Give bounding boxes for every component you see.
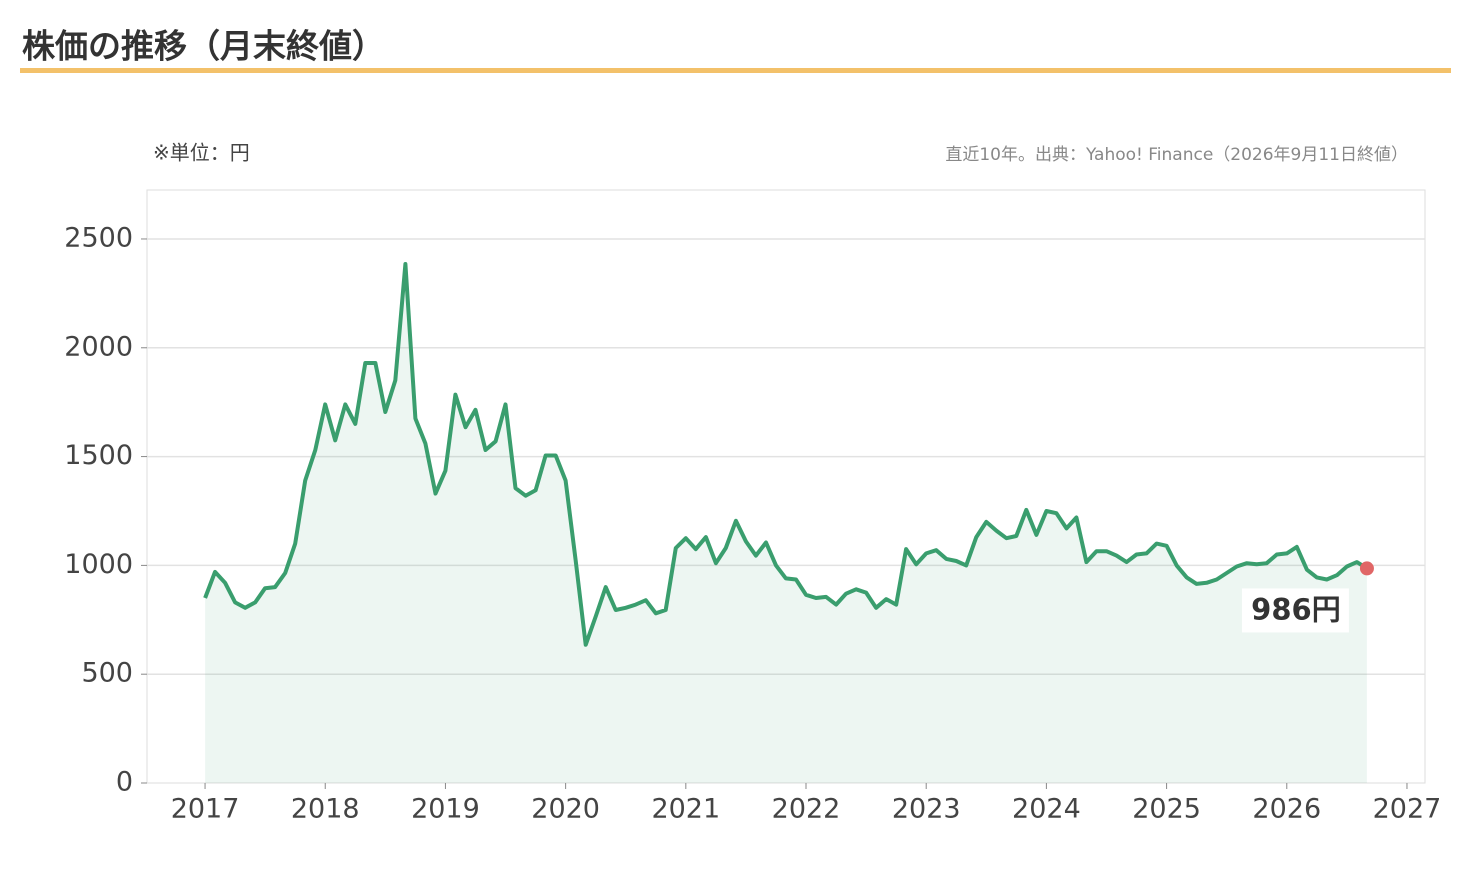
x-tick-label: 2022 — [772, 794, 841, 825]
y-tick-label: 2000 — [64, 331, 133, 362]
y-tick-label: 1500 — [64, 440, 133, 471]
title-underline — [20, 68, 1451, 73]
x-tick-label: 2025 — [1132, 794, 1201, 825]
area — [205, 264, 1367, 783]
source-note: 直近10年。出典：Yahoo! Finance（2026年9月11日終値） — [945, 145, 1408, 165]
x-tick-label: 2019 — [411, 794, 480, 825]
y-tick-label: 0 — [116, 767, 133, 798]
plot-frame — [146, 189, 1426, 784]
x-tick-label: 2020 — [531, 794, 600, 825]
x-tick-label: 2023 — [892, 794, 961, 825]
line — [203, 262, 1368, 647]
y-tick-label: 1000 — [64, 549, 133, 580]
x-tick-label: 2018 — [291, 794, 360, 825]
chart-title: 株価の推移（月末終値） — [22, 27, 385, 66]
x-tick-label: 2021 — [651, 794, 720, 825]
unit-note: ※単位：円 — [153, 141, 250, 165]
y-tick-label: 2500 — [64, 222, 133, 253]
x-tick-label: 2026 — [1252, 794, 1321, 825]
y-tick-label: 500 — [81, 658, 133, 689]
x-tick-label: 2024 — [1012, 794, 1081, 825]
last-point-marker — [1359, 561, 1374, 576]
x-tick-label: 2027 — [1373, 794, 1442, 825]
label-background — [1241, 588, 1349, 633]
x-tick-label: 2017 — [171, 794, 240, 825]
value-label: 986円 — [1251, 592, 1341, 626]
